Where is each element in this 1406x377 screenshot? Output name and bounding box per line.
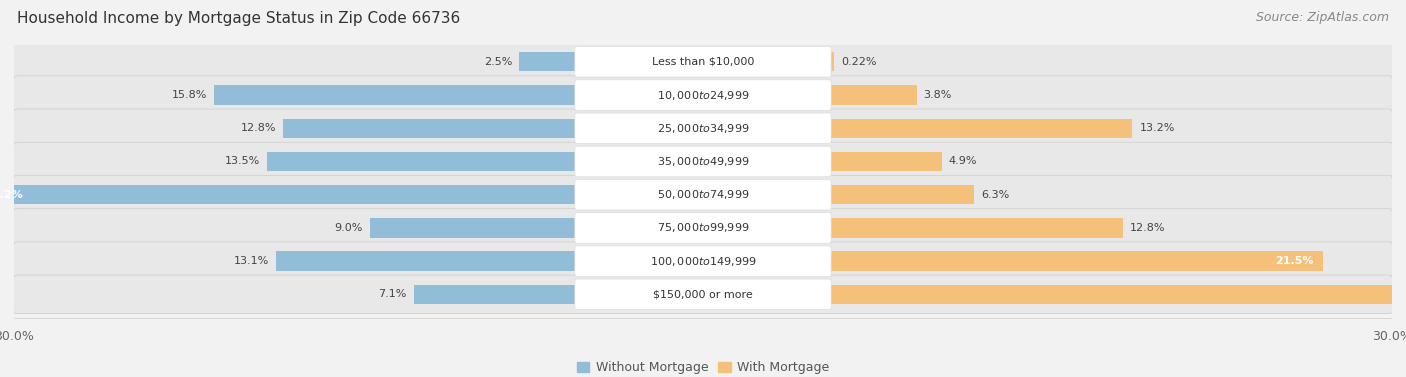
Bar xyxy=(283,119,576,138)
FancyBboxPatch shape xyxy=(14,175,1392,214)
FancyBboxPatch shape xyxy=(14,43,1392,81)
Text: 3.8%: 3.8% xyxy=(924,90,952,100)
Text: 2.5%: 2.5% xyxy=(484,57,512,67)
Bar xyxy=(267,152,576,171)
Text: Source: ZipAtlas.com: Source: ZipAtlas.com xyxy=(1256,11,1389,24)
Text: $50,000 to $74,999: $50,000 to $74,999 xyxy=(657,188,749,201)
Text: 13.1%: 13.1% xyxy=(233,256,269,266)
Text: 4.9%: 4.9% xyxy=(949,156,977,167)
Text: 13.5%: 13.5% xyxy=(225,156,260,167)
Bar xyxy=(830,251,1323,271)
Bar xyxy=(830,218,1123,238)
FancyBboxPatch shape xyxy=(575,279,831,310)
Bar xyxy=(830,119,1132,138)
Text: 6.3%: 6.3% xyxy=(981,190,1010,200)
Text: 26.2%: 26.2% xyxy=(0,190,22,200)
Bar xyxy=(830,86,917,105)
Text: $75,000 to $99,999: $75,000 to $99,999 xyxy=(657,221,749,234)
FancyBboxPatch shape xyxy=(575,213,831,243)
FancyBboxPatch shape xyxy=(14,76,1392,114)
Text: 15.8%: 15.8% xyxy=(172,90,207,100)
Text: Household Income by Mortgage Status in Zip Code 66736: Household Income by Mortgage Status in Z… xyxy=(17,11,460,26)
Bar xyxy=(830,52,834,72)
Bar xyxy=(276,251,576,271)
FancyBboxPatch shape xyxy=(575,80,831,110)
Bar xyxy=(830,285,1406,304)
Text: $25,000 to $34,999: $25,000 to $34,999 xyxy=(657,122,749,135)
Text: 12.8%: 12.8% xyxy=(240,123,276,133)
Text: 21.5%: 21.5% xyxy=(1275,256,1313,266)
Text: $35,000 to $49,999: $35,000 to $49,999 xyxy=(657,155,749,168)
FancyBboxPatch shape xyxy=(14,109,1392,147)
FancyBboxPatch shape xyxy=(575,113,831,144)
Text: $150,000 or more: $150,000 or more xyxy=(654,289,752,299)
FancyBboxPatch shape xyxy=(575,146,831,177)
Text: $10,000 to $24,999: $10,000 to $24,999 xyxy=(657,89,749,101)
Bar xyxy=(370,218,576,238)
Bar xyxy=(413,285,576,304)
Bar xyxy=(519,52,576,72)
FancyBboxPatch shape xyxy=(14,208,1392,247)
Legend: Without Mortgage, With Mortgage: Without Mortgage, With Mortgage xyxy=(572,356,834,377)
FancyBboxPatch shape xyxy=(575,246,831,276)
Text: 12.8%: 12.8% xyxy=(1130,223,1166,233)
Text: $100,000 to $149,999: $100,000 to $149,999 xyxy=(650,254,756,268)
Text: 9.0%: 9.0% xyxy=(335,223,363,233)
FancyBboxPatch shape xyxy=(575,179,831,210)
Text: 27.1%: 27.1% xyxy=(1403,289,1406,299)
Text: Less than $10,000: Less than $10,000 xyxy=(652,57,754,67)
Text: 13.2%: 13.2% xyxy=(1139,123,1174,133)
FancyBboxPatch shape xyxy=(575,47,831,77)
Bar xyxy=(830,185,974,204)
Text: 7.1%: 7.1% xyxy=(378,289,406,299)
FancyBboxPatch shape xyxy=(14,242,1392,280)
Bar xyxy=(0,185,576,204)
Text: 0.22%: 0.22% xyxy=(841,57,877,67)
FancyBboxPatch shape xyxy=(14,142,1392,181)
Bar xyxy=(830,152,942,171)
FancyBboxPatch shape xyxy=(14,275,1392,314)
Bar xyxy=(214,86,576,105)
